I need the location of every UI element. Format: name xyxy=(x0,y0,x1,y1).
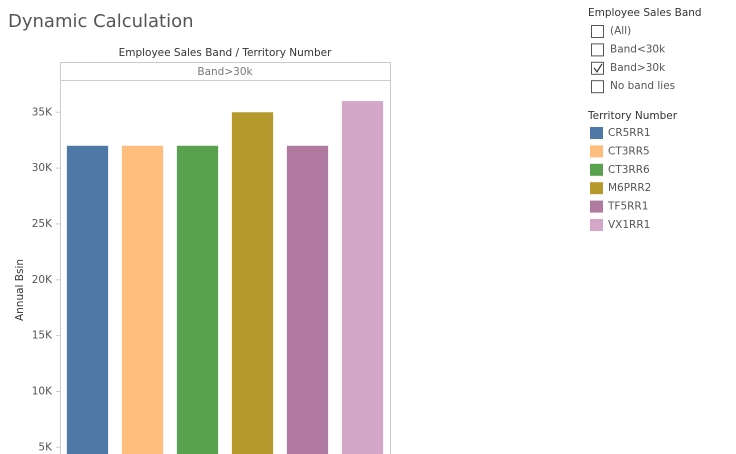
legend-swatch xyxy=(590,145,603,158)
filter-option[interactable]: No band lies xyxy=(610,80,675,92)
y-tick-label: 30K xyxy=(32,162,53,174)
y-tick-label: 20K xyxy=(32,274,53,286)
bar xyxy=(286,145,329,454)
legend-label: CT3RR6 xyxy=(608,164,650,176)
checkbox[interactable] xyxy=(591,80,604,94)
filter-option[interactable]: Band>30k xyxy=(610,62,666,74)
bar xyxy=(176,145,219,454)
filter-title: Employee Sales Band xyxy=(588,7,702,19)
bar xyxy=(66,145,109,454)
filter-option[interactable]: Band<30k xyxy=(610,43,666,55)
y-tick-label: 5K xyxy=(38,441,53,453)
legend-swatch xyxy=(590,200,603,213)
filter-option[interactable]: (All) xyxy=(610,25,631,37)
legend-label: TF5RR1 xyxy=(607,201,648,213)
y-axis-title: Annual Bsin xyxy=(14,259,26,321)
legend-label: CT3RR5 xyxy=(608,145,650,157)
legend-label: M6PRR2 xyxy=(608,182,651,194)
legend-swatch xyxy=(590,182,603,195)
chart-title: Employee Sales Band / Territory Number xyxy=(119,47,333,59)
legend-label: CR5RR1 xyxy=(608,127,651,139)
page-title: Dynamic Calculation xyxy=(8,11,194,32)
y-tick-label: 10K xyxy=(32,385,53,397)
bar xyxy=(231,112,274,454)
checkbox[interactable] xyxy=(591,43,604,57)
checkbox[interactable] xyxy=(591,25,604,38)
legend-label: VX1RR1 xyxy=(608,219,650,231)
legend-swatch xyxy=(590,163,603,176)
legend-swatch xyxy=(590,127,603,139)
y-tick-label: 15K xyxy=(32,330,53,342)
legend-title: Territory Number xyxy=(587,110,678,122)
panel-header xyxy=(60,62,391,81)
panel-label: Band>30k xyxy=(197,66,253,78)
y-tick-label: 35K xyxy=(32,106,53,118)
bar xyxy=(341,101,384,454)
legend-swatch xyxy=(590,219,603,231)
y-tick-label: 25K xyxy=(32,218,53,230)
bar xyxy=(121,145,164,454)
checkmark xyxy=(593,63,603,73)
